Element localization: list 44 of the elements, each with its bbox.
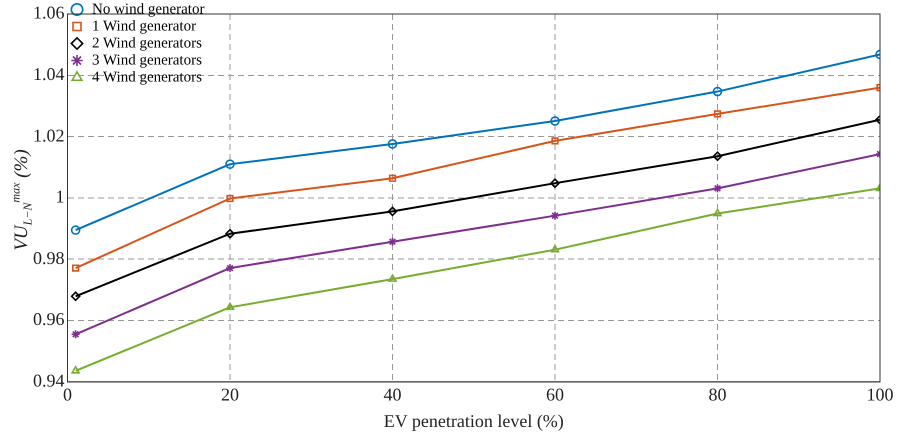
x-tick-label: 40 xyxy=(384,384,402,404)
x-tick-label: 0 xyxy=(63,384,72,404)
x-tick-label: 80 xyxy=(708,384,726,404)
x-tick-label: 60 xyxy=(546,384,564,404)
point xyxy=(71,366,80,374)
legend-label: No wind generator xyxy=(92,1,204,18)
point xyxy=(225,159,235,169)
y-tick-label: 1.02 xyxy=(33,125,64,146)
y-tick-label: 1.04 xyxy=(33,64,64,84)
x-tick-label: 20 xyxy=(221,384,239,404)
y-tick-label: 0.94 xyxy=(33,370,64,391)
point xyxy=(388,236,398,247)
y-tick-label: 0.96 xyxy=(33,309,64,330)
point xyxy=(225,228,235,239)
point xyxy=(388,174,396,182)
point xyxy=(388,139,398,149)
point xyxy=(550,244,560,252)
y-tick-label: 0.98 xyxy=(33,248,64,268)
legend-label: 4 Wind generators xyxy=(92,69,202,86)
point xyxy=(551,137,559,145)
point xyxy=(70,329,80,340)
point xyxy=(70,291,80,302)
y-tick-label: 1.06 xyxy=(33,2,64,23)
point xyxy=(712,86,722,96)
y-tick-label: 1 xyxy=(56,186,64,207)
point xyxy=(70,225,80,235)
point xyxy=(225,263,235,273)
point xyxy=(713,208,722,216)
legend-label: 1 Wind generator xyxy=(92,18,196,34)
x-axis-title: EV penetration level (%) xyxy=(384,410,564,431)
point xyxy=(388,274,397,282)
point xyxy=(72,264,80,272)
point xyxy=(712,184,722,194)
point xyxy=(388,206,398,216)
x-tick-label: 100 xyxy=(866,384,894,404)
point xyxy=(550,178,560,188)
legend-label: 2 Wind generators xyxy=(92,35,202,52)
point xyxy=(550,116,560,126)
point xyxy=(712,151,722,162)
legend-label: 3 Wind generators xyxy=(92,52,202,68)
point xyxy=(226,302,234,310)
point xyxy=(226,194,234,202)
point xyxy=(714,110,722,118)
point xyxy=(550,210,560,220)
